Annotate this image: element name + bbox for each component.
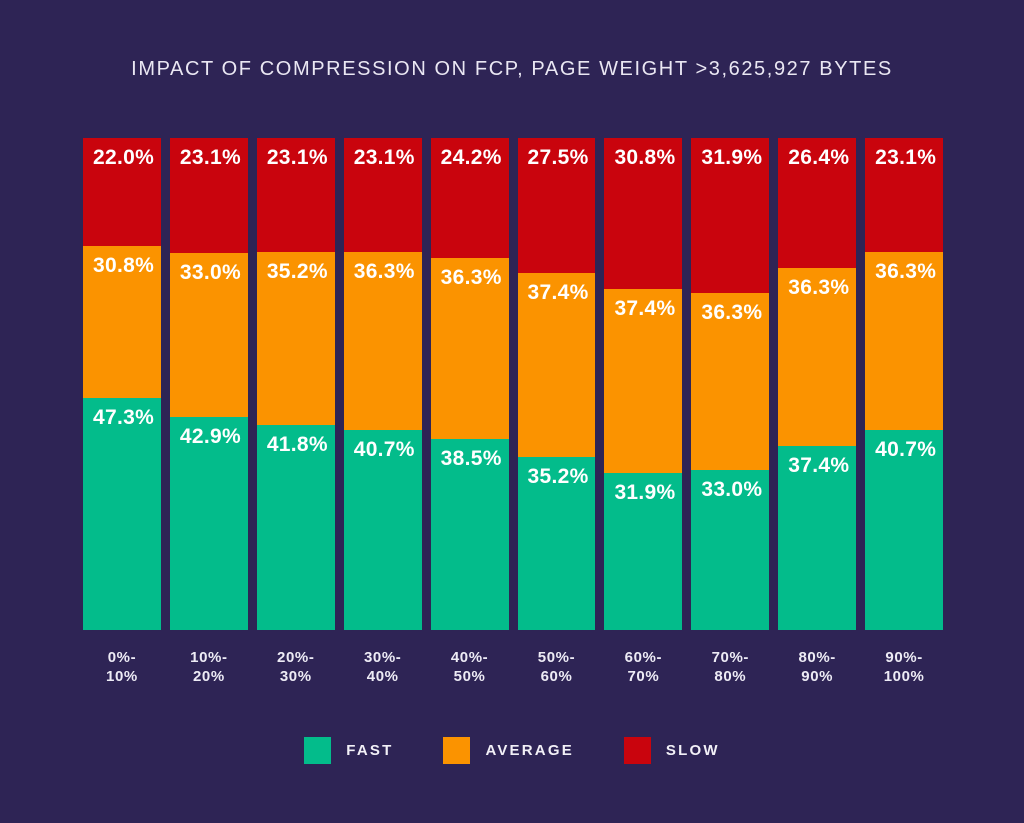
x-axis-label-4: 40%- 50% bbox=[450, 649, 489, 685]
x-axis-label-6: 60%- 70% bbox=[624, 649, 663, 685]
bar-column-9: 23.1% 36.3% 40.7% bbox=[865, 138, 944, 630]
segment-value-label: 23.1% bbox=[353, 146, 415, 169]
bar-column-8: 26.4% 36.3% 37.4% bbox=[778, 138, 857, 630]
chart-legend: FAST AVERAGE SLOW bbox=[0, 737, 1024, 764]
x-axis-label-8: 80%- 90% bbox=[798, 649, 836, 685]
segment-value-label: 23.1% bbox=[266, 146, 328, 169]
bar-column-1: 23.1% 33.0% 42.9% bbox=[169, 138, 248, 630]
bar-segment-average: 37.4% bbox=[517, 273, 596, 457]
bar-column-4: 24.2% 36.3% 38.5% bbox=[430, 138, 509, 630]
bar-segment-slow: 24.2% bbox=[430, 138, 509, 259]
legend-label: AVERAGE bbox=[485, 742, 574, 759]
bar-column-3: 23.1% 36.3% 40.7% bbox=[343, 138, 422, 630]
segment-value-label: 26.4% bbox=[788, 146, 850, 169]
bar-column-5: 27.5% 37.4% 35.2% bbox=[517, 138, 596, 630]
legend-swatch-fast bbox=[304, 737, 332, 764]
segment-value-label: 31.9% bbox=[701, 146, 763, 169]
bar-column-6: 30.8% 37.4% 31.9% bbox=[604, 138, 683, 630]
segment-value-label: 41.8% bbox=[266, 432, 328, 456]
segment-value-label: 23.1% bbox=[875, 146, 937, 169]
legend-label: SLOW bbox=[665, 742, 720, 759]
legend-item-slow: SLOW bbox=[623, 737, 720, 764]
bar-segment-fast: 47.3% bbox=[83, 397, 161, 630]
segment-value-label: 47.3% bbox=[93, 405, 155, 429]
bar-segment-average: 35.2% bbox=[256, 251, 335, 425]
bar-segment-fast: 33.0% bbox=[691, 469, 770, 630]
segment-value-label: 36.3% bbox=[353, 259, 415, 283]
bar-segment-slow: 30.8% bbox=[604, 138, 683, 290]
segment-value-label: 40.7% bbox=[875, 437, 937, 461]
bar-column-2: 23.1% 35.2% 41.8% bbox=[256, 138, 335, 630]
bar-segment-average: 36.3% bbox=[430, 258, 509, 439]
segment-value-label: 36.3% bbox=[701, 301, 763, 325]
bar-segment-average: 33.0% bbox=[169, 252, 248, 417]
bar-segment-average: 37.4% bbox=[604, 289, 683, 474]
segment-value-label: 38.5% bbox=[440, 446, 502, 470]
segment-value-label: 31.9% bbox=[614, 481, 676, 505]
segment-value-label: 36.3% bbox=[788, 275, 850, 299]
bar-segment-fast: 38.5% bbox=[430, 438, 509, 630]
x-axis-label-7: 70%- 80% bbox=[711, 649, 749, 685]
segment-value-label: 23.1% bbox=[179, 146, 241, 169]
segment-value-label: 24.2% bbox=[440, 146, 502, 169]
segment-value-label: 42.9% bbox=[179, 424, 241, 448]
bar-column-0: 22.0% 30.8% 47.3% bbox=[83, 138, 161, 630]
segment-value-label: 30.8% bbox=[614, 146, 676, 169]
x-axis: 0%- 10% 10%- 20% 20%- 30% 30%- 40% 40%- 50% 50%- 60… bbox=[83, 648, 943, 686]
legend-item-fast: FAST bbox=[304, 737, 393, 764]
bar-segment-fast: 35.2% bbox=[517, 456, 596, 630]
bar-segment-slow: 27.5% bbox=[517, 138, 596, 274]
segment-value-label: 37.4% bbox=[614, 297, 676, 321]
bar-segment-slow: 23.1% bbox=[865, 138, 944, 252]
bar-segment-average: 36.3% bbox=[691, 293, 770, 470]
legend-label: FAST bbox=[346, 742, 394, 759]
x-axis-label-5: 50%- 60% bbox=[537, 649, 576, 685]
segment-value-label: 22.0% bbox=[93, 146, 155, 169]
segment-value-label: 35.2% bbox=[527, 464, 589, 488]
segment-value-label: 37.4% bbox=[788, 454, 850, 478]
segment-value-label: 40.7% bbox=[353, 437, 415, 461]
bar-column-7: 31.9% 36.3% 33.0% bbox=[691, 138, 770, 630]
x-axis-label-2: 20%- 30% bbox=[277, 649, 315, 685]
x-axis-label-1: 10%- 20% bbox=[190, 649, 228, 685]
segment-value-label: 33.0% bbox=[179, 260, 241, 284]
bar-segment-fast: 40.7% bbox=[343, 429, 422, 630]
x-axis-label-0: 0%- 10% bbox=[106, 649, 138, 685]
bar-segment-fast: 40.7% bbox=[865, 429, 944, 630]
segment-value-label: 27.5% bbox=[527, 146, 589, 169]
bar-segment-average: 36.3% bbox=[778, 267, 857, 447]
segment-value-label: 36.3% bbox=[875, 259, 937, 283]
bar-segment-average: 36.3% bbox=[343, 251, 422, 430]
bar-segment-slow: 22.0% bbox=[83, 138, 161, 247]
bar-segment-fast: 31.9% bbox=[604, 473, 683, 630]
stacked-bar-chart: 22.0% 30.8% 47.3% 23.1% 33.0% 42.9% 23.1% 35.2%… bbox=[83, 138, 944, 630]
bar-segment-slow: 23.1% bbox=[256, 138, 335, 252]
bar-segment-fast: 42.9% bbox=[169, 416, 248, 630]
bar-segment-fast: 41.8% bbox=[256, 424, 335, 630]
legend-item-average: AVERAGE bbox=[443, 737, 573, 764]
bar-segment-slow: 31.9% bbox=[691, 138, 770, 294]
legend-swatch-average bbox=[443, 737, 471, 764]
bar-segment-slow: 23.1% bbox=[169, 138, 248, 253]
x-axis-label-3: 30%- 40% bbox=[363, 649, 402, 685]
bar-segment-fast: 37.4% bbox=[778, 446, 857, 630]
bar-segment-average: 36.3% bbox=[865, 251, 944, 430]
legend-swatch-slow bbox=[623, 737, 651, 764]
x-axis-label-9: 90%- 100% bbox=[883, 649, 925, 685]
bar-segment-average: 30.8% bbox=[83, 246, 161, 398]
chart-title: IMPACT OF COMPRESSION ON FCP, PAGE WEIGH… bbox=[131, 58, 893, 80]
segment-value-label: 33.0% bbox=[701, 477, 763, 501]
segment-value-label: 37.4% bbox=[527, 281, 589, 305]
segment-value-label: 36.3% bbox=[440, 266, 502, 290]
bar-segment-slow: 26.4% bbox=[778, 138, 857, 268]
segment-value-label: 30.8% bbox=[93, 254, 155, 278]
bar-segment-slow: 23.1% bbox=[343, 138, 422, 252]
segment-value-label: 35.2% bbox=[266, 259, 328, 283]
